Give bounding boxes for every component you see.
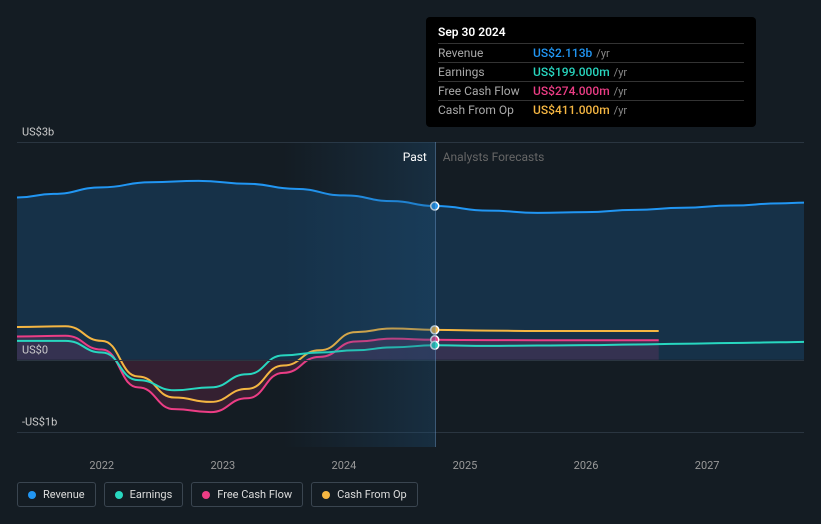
xtick-label: 2025 — [453, 459, 478, 472]
tooltip-row: EarningsUS$199.000m/yr — [438, 62, 744, 81]
tooltip-row-unit: /yr — [614, 66, 627, 79]
tooltip-row-label: Revenue — [438, 46, 533, 60]
legend-label: Revenue — [43, 488, 85, 501]
tooltip: Sep 30 2024 RevenueUS$2.113b/yrEarningsU… — [426, 17, 756, 127]
tooltip-row-label: Cash From Op — [438, 103, 533, 117]
tooltip-row-value: US$411.000m — [533, 103, 610, 117]
tooltip-row-value: US$2.113b — [533, 46, 592, 60]
tooltip-row-value: US$199.000m — [533, 65, 610, 79]
tooltip-row-unit: /yr — [614, 104, 627, 117]
past-label: Past — [403, 150, 427, 164]
tooltip-row: Cash From OpUS$411.000m/yr — [438, 100, 744, 119]
tooltip-row: RevenueUS$2.113b/yr — [438, 43, 744, 62]
xtick-label: 2022 — [89, 459, 114, 472]
chart-container: US$3b US$0 -US$1b 2022 2023 2024 2025 2026 2027… — [17, 17, 804, 507]
legend-dot — [202, 491, 210, 499]
tooltip-row: Free Cash FlowUS$274.000m/yr — [438, 81, 744, 100]
xtick-label: 2023 — [210, 459, 235, 472]
gridline — [17, 360, 804, 361]
legend-label: Earnings — [130, 488, 173, 501]
legend-dot — [115, 491, 123, 499]
legend-item-cash-from-op[interactable]: Cash From Op — [311, 482, 418, 507]
legend-item-free-cash-flow[interactable]: Free Cash Flow — [191, 482, 303, 507]
tooltip-row-label: Free Cash Flow — [438, 84, 533, 98]
xtick-label: 2026 — [574, 459, 599, 472]
tooltip-row-value: US$274.000m — [533, 84, 610, 98]
gridline — [17, 142, 804, 143]
forecast-label: Analysts Forecasts — [443, 150, 545, 164]
legend-label: Cash From Op — [337, 488, 407, 501]
xtick-label: 2027 — [695, 459, 720, 472]
ytick-label: US$3b — [22, 125, 54, 138]
tooltip-row-unit: /yr — [596, 47, 609, 60]
legend-dot — [322, 491, 330, 499]
cursor-line — [435, 142, 436, 447]
ytick-label: -US$1b — [22, 416, 57, 429]
legend-dot — [28, 491, 36, 499]
tooltip-row-label: Earnings — [438, 65, 533, 79]
legend-item-revenue[interactable]: Revenue — [17, 482, 96, 507]
tooltip-row-unit: /yr — [614, 85, 627, 98]
tooltip-date: Sep 30 2024 — [438, 25, 744, 43]
xtick-label: 2024 — [332, 459, 357, 472]
legend-label: Free Cash Flow — [217, 488, 292, 501]
legend-item-earnings[interactable]: Earnings — [104, 482, 184, 507]
gridline — [17, 432, 804, 433]
legend: Revenue Earnings Free Cash Flow Cash From O… — [17, 482, 418, 507]
ytick-label: US$0 — [22, 343, 48, 356]
